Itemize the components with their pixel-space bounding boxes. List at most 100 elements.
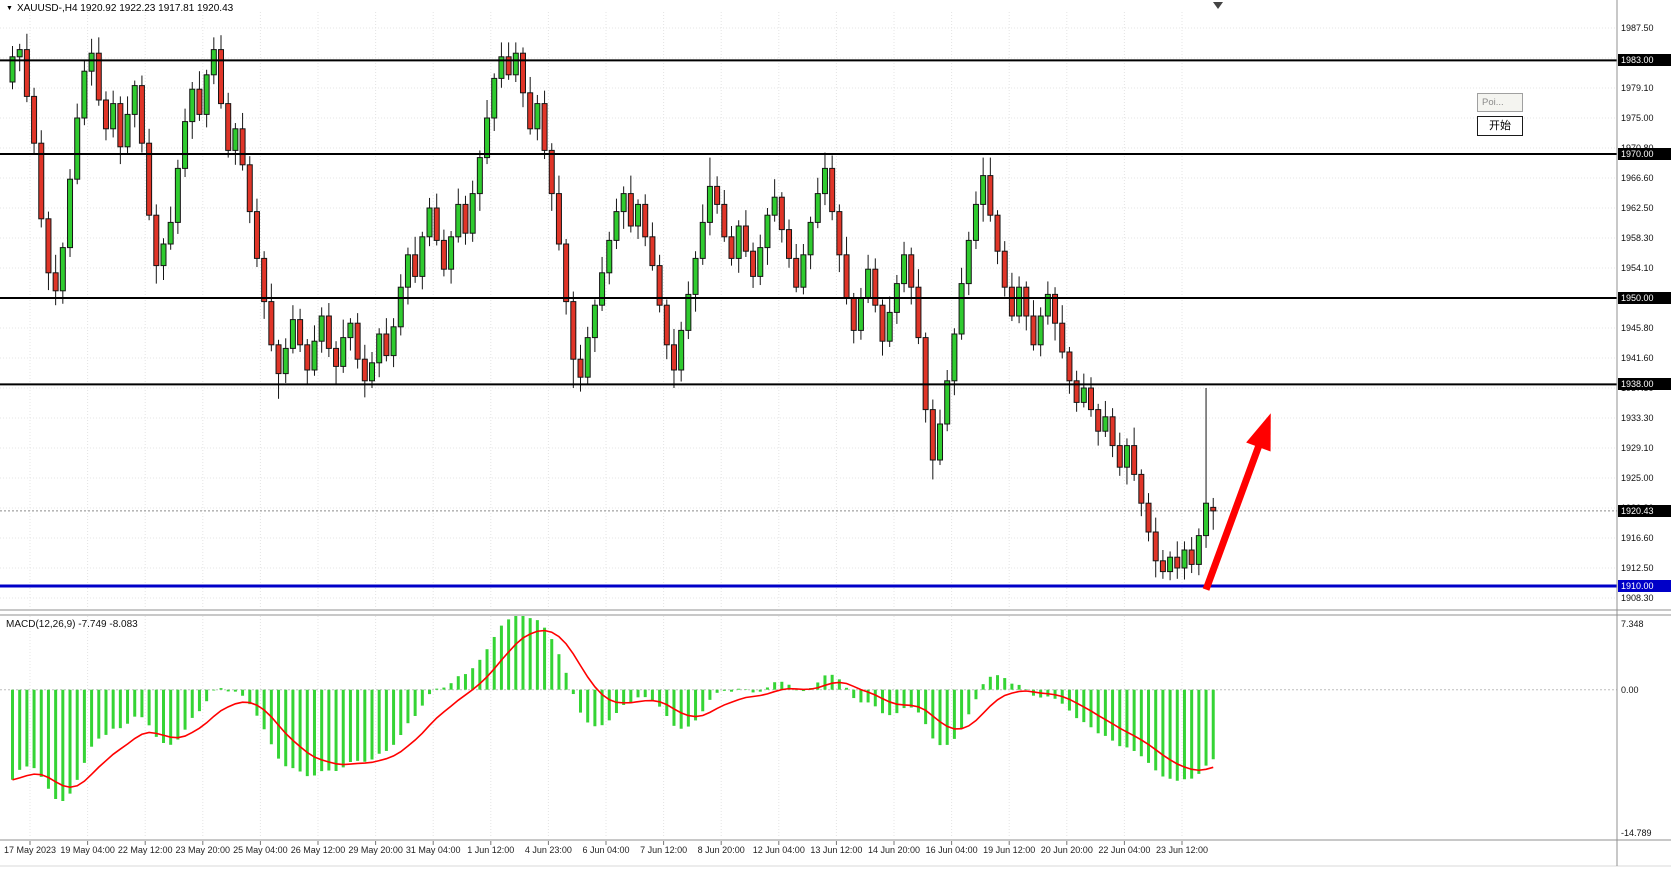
candle-down [627,193,634,227]
candle-down [879,304,886,342]
candle-down [1138,473,1145,504]
candle-down [297,319,304,346]
candle-down [527,92,534,130]
candle-up [685,293,692,331]
candle-down [462,203,469,234]
candle-up [937,423,944,461]
macd-signal-line [12,629,1214,789]
candle-up [9,56,16,83]
candle-up [534,103,541,130]
candle-up [692,257,699,295]
candle-down [1073,380,1080,403]
candle-up [390,326,397,357]
candle-down [656,265,663,306]
candle-up [232,128,239,151]
candle-down [268,301,275,346]
candle-up [620,193,627,213]
candle-up [1102,416,1109,432]
candle-up [498,56,505,79]
candle-down [505,56,512,76]
ohlc-collapse-triangle-icon[interactable]: ▼ [6,5,13,12]
candle-up [965,239,972,285]
candle-up [376,333,383,364]
candle-up [635,203,642,227]
candle-down [786,229,793,259]
candle-up [124,113,131,148]
candle-down [1001,250,1008,288]
candle-down [304,344,311,371]
candle-down [196,88,203,115]
candle-up [455,203,462,238]
candle-up [167,221,174,245]
candle-down [843,254,850,299]
candle-down [117,103,124,148]
candle-down [541,103,548,151]
candle-up [678,329,685,371]
candle-down [102,99,109,130]
candle-up [182,121,189,169]
start-button[interactable]: 开始 [1477,116,1523,136]
candle-up [1037,315,1044,346]
candle-down [563,243,570,303]
candle-up [1123,445,1130,468]
candle-up [491,77,498,119]
candle-up [584,337,591,378]
candle-down [929,409,936,461]
candle-up [591,304,598,339]
candle-down [412,254,419,277]
candle-down [1023,286,1030,317]
candle-up [369,362,375,382]
candle-down [836,211,843,256]
candle-up [706,185,713,223]
candle-up [203,74,210,115]
candle-down [1088,387,1094,411]
candle-down [383,333,390,357]
candle-up [512,52,519,76]
candle-up [1167,556,1174,573]
candle-down [52,272,59,292]
candle-up [944,380,951,425]
trend-arrow-shaft[interactable] [1202,440,1264,591]
candle-down [778,196,785,231]
candle-up [980,175,987,205]
candle-down [333,347,340,367]
candle-down [570,301,577,360]
candle-up [426,207,433,238]
candle-up [131,85,138,115]
candle-down [246,164,253,213]
candle-down [1008,286,1015,317]
candle-up [814,193,821,223]
candle-up [1044,293,1051,317]
candle-up [318,315,325,342]
candle-up [347,322,354,339]
candle-down [1052,293,1059,324]
candle-down [1188,549,1195,565]
candle-up [210,49,217,76]
candle-up [81,70,88,119]
candle-down [1066,351,1073,382]
trend-arrow-head[interactable] [1246,413,1271,452]
candle-up [340,337,347,367]
candle-down [714,185,721,205]
candle-up [865,268,872,299]
candle-down [1174,556,1181,569]
candle-up [1195,535,1202,565]
pointer-tooltip: Poi... [1477,93,1523,112]
candle-up [1181,549,1188,569]
candle-up [88,52,95,72]
candle-down [146,142,153,216]
candle-down [872,268,879,306]
candle-down [1109,416,1116,447]
candle-down [261,257,268,303]
candle-down [1210,506,1217,512]
candle-up [448,236,455,270]
candle-up [800,254,807,288]
candle-down [829,167,836,213]
candle-down [45,218,52,274]
candle-up [189,88,196,123]
candle-up [484,117,491,159]
candle-down [1059,322,1066,353]
candle-up [110,103,117,130]
candle-down [1159,560,1166,573]
